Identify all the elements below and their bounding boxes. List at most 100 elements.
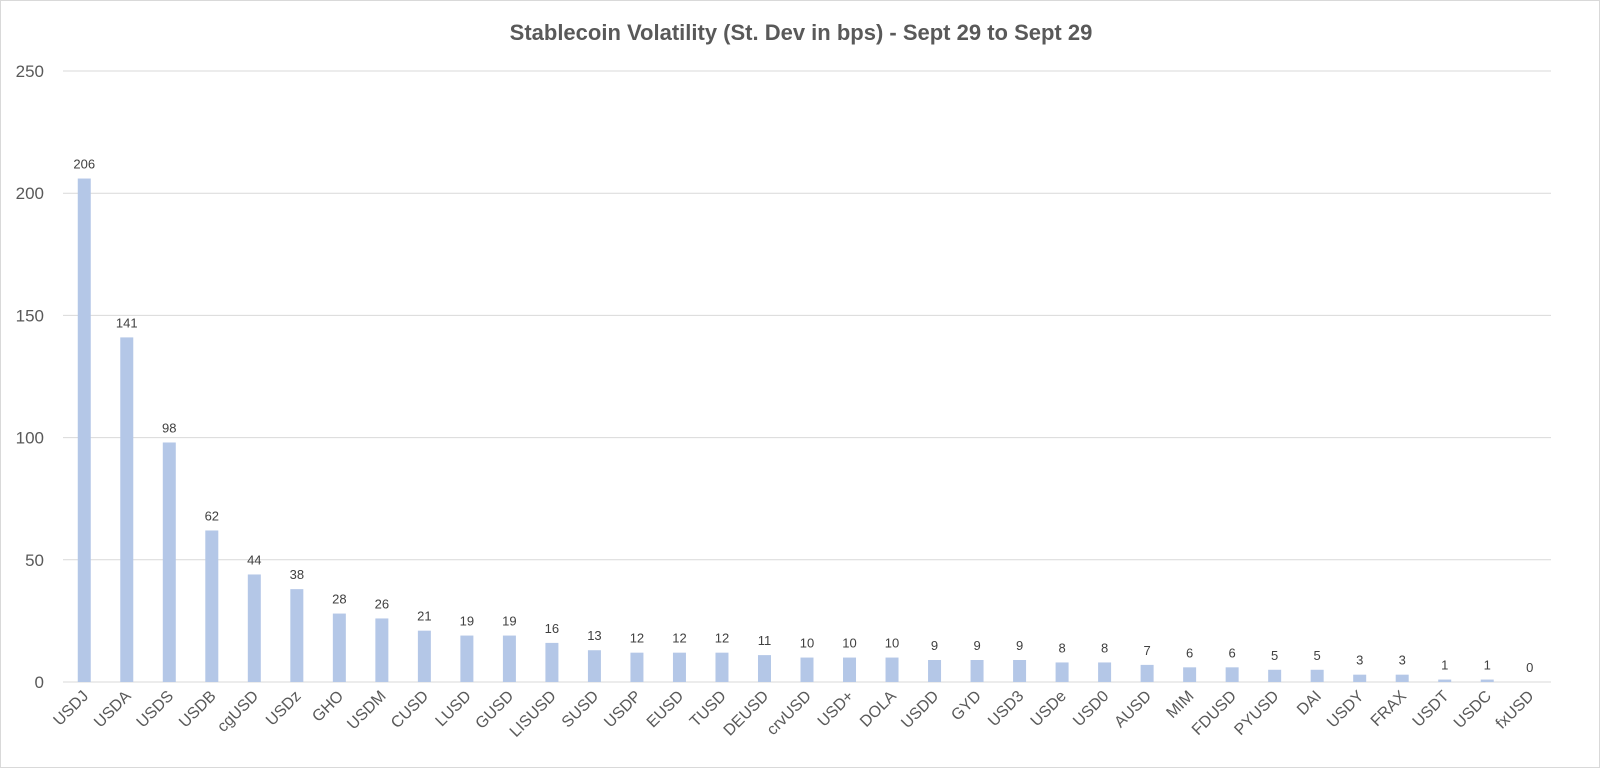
x-tick-label: DOLA — [857, 688, 900, 731]
bar-PYUSD — [1268, 669, 1282, 682]
bar-AUSD — [1140, 664, 1154, 682]
bar-USD3 — [1013, 660, 1027, 682]
x-tick-label: SUSD — [559, 688, 602, 731]
y-tick-label: 0 — [35, 673, 44, 692]
data-label: 10 — [885, 636, 899, 651]
data-label: 5 — [1314, 648, 1321, 663]
x-tick-label: LISUSD — [507, 688, 560, 741]
data-label: 21 — [417, 609, 431, 624]
data-label: 141 — [116, 315, 138, 330]
x-tick-label: USDA — [91, 688, 135, 732]
data-label: 8 — [1101, 640, 1108, 655]
x-tick-label: USDJ — [51, 688, 93, 730]
bar-USDz — [290, 589, 304, 682]
x-tick-label: AUSD — [1111, 688, 1154, 731]
bar-crvUSD — [800, 657, 814, 682]
data-label: 13 — [587, 628, 601, 643]
x-tick-label: USDz — [263, 688, 305, 730]
x-tick-label: DAI — [1294, 688, 1325, 719]
bar-USDB — [205, 530, 219, 682]
data-label: 44 — [247, 552, 261, 567]
bar-DOLA — [885, 657, 899, 682]
y-tick-label: 200 — [16, 184, 44, 203]
data-label: 3 — [1399, 653, 1406, 668]
bar-SUSD — [587, 650, 601, 682]
x-tick-label: EUSD — [644, 688, 687, 731]
data-label: 8 — [1058, 640, 1065, 655]
data-label: 26 — [375, 596, 389, 611]
bar-DEUSD — [757, 655, 771, 682]
data-label: 19 — [460, 614, 474, 629]
x-tick-label: USDM — [344, 688, 389, 733]
bar-MIM — [1183, 667, 1197, 682]
data-label: 10 — [800, 636, 814, 651]
data-label: 16 — [545, 621, 559, 636]
bar-LUSD — [460, 635, 474, 682]
data-label: 6 — [1186, 645, 1193, 660]
bar-cgUSD — [247, 574, 261, 682]
x-tick-label: cgUSD — [214, 688, 262, 736]
bar-FRAX — [1395, 674, 1409, 682]
bar-FDUSD — [1225, 667, 1239, 682]
data-label: 1 — [1484, 658, 1491, 673]
data-label: 12 — [630, 631, 644, 646]
x-tick-label: USD3 — [985, 688, 1027, 730]
x-tick-label: USDC — [1451, 688, 1495, 732]
data-label: 12 — [715, 631, 729, 646]
x-tick-label: crvUSD — [764, 688, 815, 739]
data-label: 10 — [842, 636, 856, 651]
data-label: 0 — [1526, 660, 1533, 675]
bar-USDD — [928, 660, 942, 682]
data-label: 9 — [973, 638, 980, 653]
bar-USDM — [375, 618, 389, 682]
x-tick-label: USDe — [1028, 688, 1070, 730]
data-label: 62 — [205, 508, 219, 523]
y-axis-tick-labels: 0 50 100 150 200 250 — [16, 62, 44, 692]
x-tick-label: USDP — [601, 688, 644, 731]
x-tick-label: USD+ — [815, 688, 858, 731]
x-tick-label: LUSD — [433, 688, 475, 730]
y-tick-label: 100 — [16, 429, 44, 448]
x-tick-label: DEUSD — [721, 688, 773, 740]
data-label: 7 — [1143, 643, 1150, 658]
bar-LISUSD — [545, 642, 559, 682]
gridlines — [63, 70, 1551, 683]
x-tick-label: USDD — [898, 688, 942, 732]
bar-CUSD — [417, 630, 431, 682]
data-label: 38 — [290, 567, 304, 582]
bars — [77, 178, 1494, 682]
bar-USD0 — [1098, 662, 1112, 682]
x-tick-label: CUSD — [388, 688, 432, 732]
x-tick-label: USDS — [134, 688, 177, 731]
y-tick-label: 250 — [16, 62, 44, 81]
bar-USDT — [1438, 679, 1452, 682]
bar-USDJ — [77, 178, 91, 682]
x-tick-label: USDY — [1324, 688, 1368, 732]
y-tick-label: 50 — [25, 551, 44, 570]
data-label: 6 — [1229, 645, 1236, 660]
chart-title: Stablecoin Volatility (St. Dev in bps) -… — [510, 20, 1093, 45]
data-label: 12 — [672, 631, 686, 646]
x-tick-label: FDUSD — [1189, 688, 1240, 739]
data-label: 206 — [73, 157, 95, 172]
bar-USDe — [1055, 662, 1069, 682]
bar-GHO — [332, 613, 346, 682]
data-label: 5 — [1271, 648, 1278, 663]
bar-EUSD — [672, 652, 686, 682]
bar-USDS — [162, 442, 176, 682]
data-label: 3 — [1356, 653, 1363, 668]
bar-USDY — [1353, 674, 1367, 682]
bar-USDP — [630, 652, 644, 682]
data-label: 9 — [931, 638, 938, 653]
x-tick-label: MIM — [1163, 688, 1197, 722]
bar-DAI — [1310, 669, 1324, 682]
x-tick-label: USD0 — [1070, 688, 1112, 730]
data-label: 1 — [1441, 658, 1448, 673]
bar-GUSD — [502, 635, 516, 682]
data-label: 98 — [162, 420, 176, 435]
x-tick-label: PYUSD — [1231, 688, 1282, 739]
